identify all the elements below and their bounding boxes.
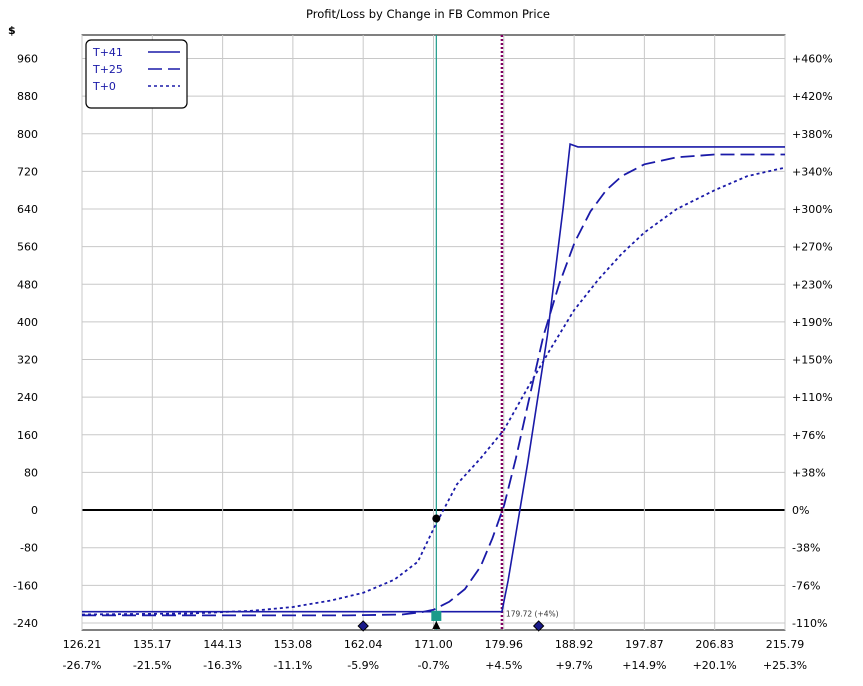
legend-label: T+41 — [92, 46, 123, 59]
chart-title: Profit/Loss by Change in FB Common Price — [306, 7, 550, 21]
x-tick-label: 153.08 — [274, 638, 313, 651]
x-tick-label: 179.96 — [485, 638, 524, 651]
x-pct-label: +14.9% — [622, 659, 666, 672]
x-pct-label: +20.1% — [693, 659, 737, 672]
y2-tick-label: +38% — [792, 466, 826, 479]
y-tick-label: 160 — [17, 429, 38, 442]
y-tick-label: 480 — [17, 278, 38, 291]
y2-tick-label: +230% — [792, 278, 833, 291]
x-pct-label: -26.7% — [63, 659, 102, 672]
x-pct-label: -5.9% — [347, 659, 379, 672]
y-tick-label: -160 — [13, 579, 38, 592]
current-price-marker — [431, 610, 442, 621]
vertical-lines — [435, 35, 504, 630]
y-tick-label: 640 — [17, 203, 38, 216]
series-line-Tplus41 — [82, 143, 785, 613]
x-tick-label: 171.00 — [414, 638, 453, 651]
x-pct-label: -21.5% — [133, 659, 172, 672]
y-tick-label: 320 — [17, 354, 38, 367]
y2-tick-label: +76% — [792, 429, 826, 442]
y2-axis-ticks: -110% -76% -38% 0% +38% +76% +110% +150% +190% +2… — [792, 53, 833, 630]
y-tick-label: 0 — [31, 504, 38, 517]
chart-markers — [357, 514, 545, 632]
x-tick-label: 162.04 — [344, 638, 383, 651]
y2-tick-label: +380% — [792, 128, 833, 141]
y-tick-label: -240 — [13, 617, 38, 630]
y-axis-unit-label: $ — [8, 24, 16, 37]
x-tick-label: 206.83 — [695, 638, 734, 651]
x-tick-label: 126.21 — [63, 638, 102, 651]
breakeven-annotation: 179.72 (+4%) — [506, 610, 559, 619]
y2-tick-label: -38% — [792, 542, 820, 555]
y2-tick-label: +190% — [792, 316, 833, 329]
x-pct-label: +9.7% — [556, 659, 593, 672]
y2-tick-label: +110% — [792, 391, 833, 404]
series-line-Tplus0 — [81, 166, 786, 616]
y2-tick-label: +460% — [792, 53, 833, 66]
legend-label: T+0 — [92, 80, 116, 93]
triangle-marker — [432, 620, 441, 629]
x-axis-ticks: 126.21 -26.7% 135.17 -21.5% 144.13 -16.3% 153.… — [63, 638, 808, 672]
annotation: 179.72 (+4%) — [506, 610, 559, 619]
y-tick-label: 400 — [17, 316, 38, 329]
diamond-marker — [357, 620, 369, 632]
y-tick-label: 560 — [17, 241, 38, 254]
legend-box — [85, 39, 188, 109]
y2-tick-label: +150% — [792, 354, 833, 367]
y2-tick-label: -110% — [792, 617, 827, 630]
series-line-Tplus25 — [82, 153, 785, 617]
x-tick-label: 215.79 — [766, 638, 805, 651]
y-tick-label: 240 — [17, 391, 38, 404]
diamond-marker — [532, 620, 545, 632]
y2-tick-label: +300% — [792, 203, 833, 216]
x-tick-label: 197.87 — [625, 638, 664, 651]
x-pct-label: +25.3% — [763, 659, 807, 672]
x-tick-label: 144.13 — [203, 638, 242, 651]
x-pct-label: +4.5% — [485, 659, 522, 672]
y2-tick-label: -76% — [792, 579, 820, 592]
y-axis-ticks: -240 -160 -80 0 80 160 240 320 400 480 560 640 720 80… — [13, 53, 38, 630]
x-pct-label: -16.3% — [203, 659, 242, 672]
legend: T+41 T+25 T+0 — [85, 39, 188, 109]
x-pct-label: -0.7% — [418, 659, 450, 672]
y-tick-label: 720 — [17, 165, 38, 178]
x-pct-label: -11.1% — [273, 659, 312, 672]
y-tick-label: 960 — [17, 53, 38, 66]
legend-label: T+25 — [92, 63, 123, 76]
y2-tick-label: +420% — [792, 90, 833, 103]
x-tick-label: 188.92 — [555, 638, 594, 651]
y2-tick-label: 0% — [792, 504, 809, 517]
price-point-marker — [432, 514, 441, 523]
series-lines — [81, 143, 786, 617]
grid-lines — [81, 34, 786, 631]
y2-tick-label: +340% — [792, 165, 833, 178]
y-tick-label: 80 — [24, 466, 38, 479]
y-tick-label: 800 — [17, 128, 38, 141]
y-tick-label: 880 — [17, 90, 38, 103]
y-tick-label: -80 — [20, 542, 38, 555]
y2-tick-label: +270% — [792, 241, 833, 254]
x-tick-label: 135.17 — [133, 638, 172, 651]
